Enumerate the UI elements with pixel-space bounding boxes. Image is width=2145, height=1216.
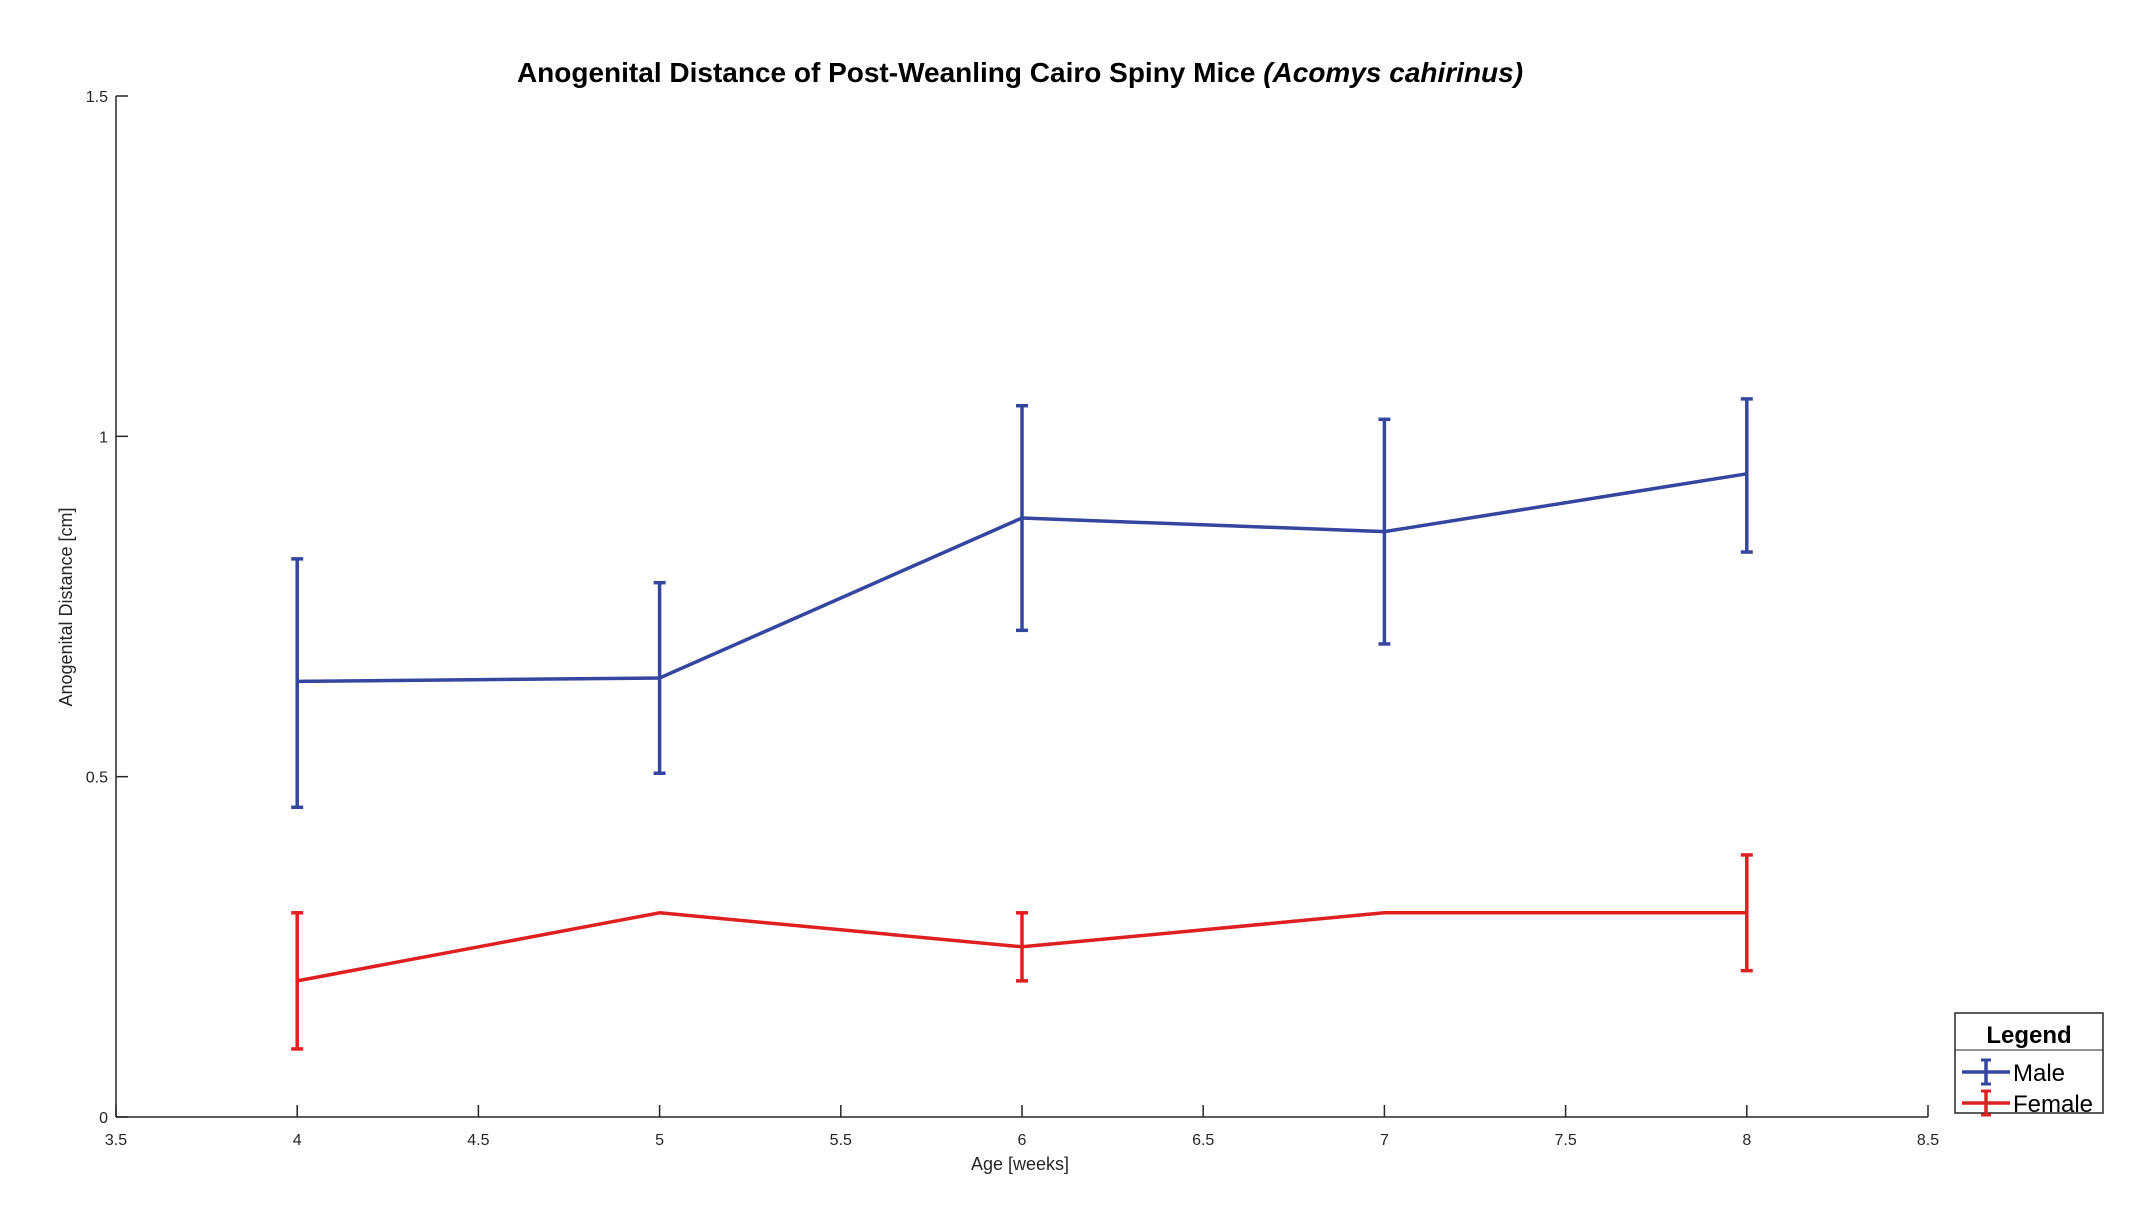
x-tick-label: 7 <box>1380 1132 1389 1149</box>
male-error-bar <box>1016 403 1028 633</box>
chart-title-main: Anogenital Distance of Post-Weanling Cai… <box>517 57 1255 88</box>
axes: 3.5 4 4.5 5 5.5 6 6.5 7 7.5 8 8.5 0 0.5 1 1.5 <box>86 89 1939 1149</box>
x-tick-label: 5 <box>655 1132 664 1149</box>
legend-entry-female: Female <box>1962 1089 2093 1118</box>
y-tick-label: 1 <box>99 429 108 446</box>
female-series <box>291 853 1753 1051</box>
y-tick-label: 0 <box>99 1110 108 1127</box>
x-axis-label: Age [weeks] <box>971 1154 1069 1174</box>
x-tick-label: 6.5 <box>1192 1132 1214 1149</box>
legend-female-label: Female <box>2013 1091 2093 1118</box>
x-tick-label: 7.5 <box>1554 1132 1576 1149</box>
female-error-bar <box>1740 853 1753 973</box>
x-tick-label: 3.5 <box>105 1132 127 1149</box>
chart-title-italic: (Acomys cahirinus) <box>1263 57 1523 88</box>
female-error-bar <box>1016 911 1028 983</box>
x-tick-label: 4 <box>293 1132 302 1149</box>
x-tick-label: 4.5 <box>467 1132 489 1149</box>
y-tick-label: 1.5 <box>86 89 108 106</box>
y-tick-label: 0.5 <box>86 770 108 787</box>
legend-entries: Male Female <box>1962 1058 2093 1118</box>
male-error-bar <box>653 580 666 776</box>
chart-title: Anogenital Distance of Post-Weanling Cai… <box>517 57 1523 88</box>
male-series <box>291 397 1753 810</box>
y-axis-label: Anogenital Distance [cm] <box>56 507 76 706</box>
male-error-bar <box>291 557 304 810</box>
x-tick-label: 8.5 <box>1917 1132 1939 1149</box>
legend-entry-male: Male <box>1962 1058 2065 1087</box>
legend-male-label: Male <box>2013 1060 2065 1087</box>
x-tick-label: 6 <box>1018 1132 1027 1149</box>
male-error-bar <box>1378 417 1391 646</box>
female-error-bar <box>291 911 304 1051</box>
legend: Legend Male Female <box>1954 1012 2104 1118</box>
x-tick-label: 8 <box>1742 1132 1751 1149</box>
legend-title: Legend <box>1986 1022 2071 1049</box>
plot-area <box>291 397 1753 1051</box>
legend-box <box>1954 1012 2104 1114</box>
male-error-bar <box>1740 397 1753 554</box>
x-tick-label: 5.5 <box>830 1132 852 1149</box>
